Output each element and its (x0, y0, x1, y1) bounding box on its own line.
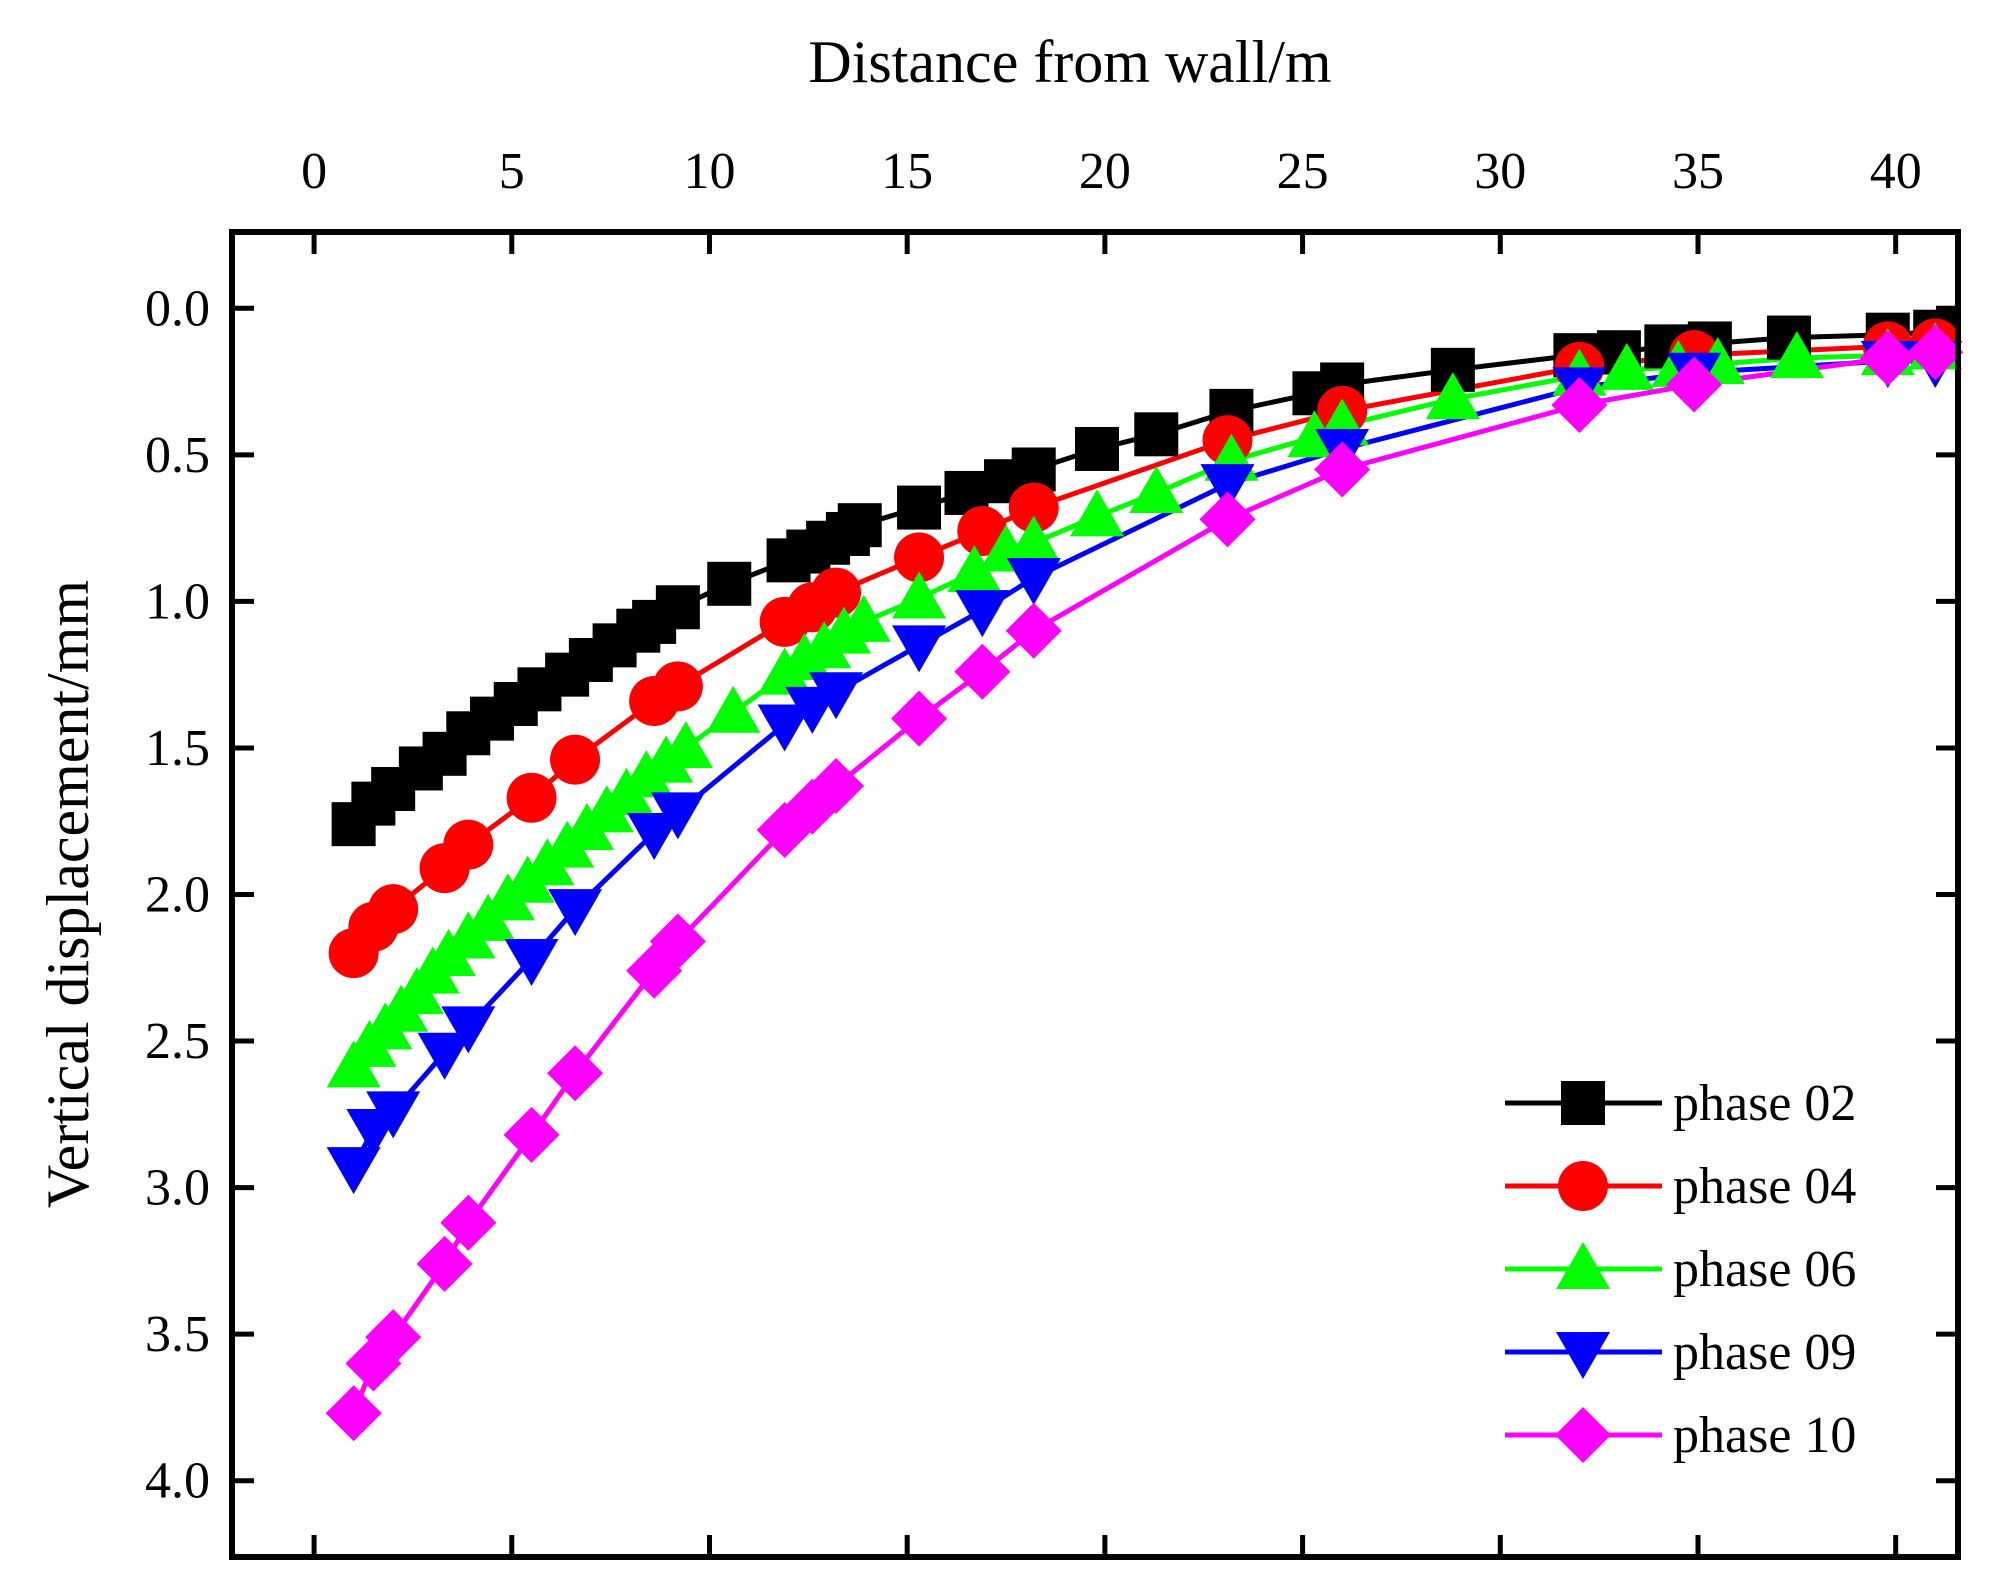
data-point-phase-02 (707, 561, 752, 606)
x-tick-label: 0 (301, 143, 327, 200)
data-point-phase-04 (550, 734, 601, 785)
data-point-phase-09 (650, 792, 705, 840)
data-point-phase-10 (1907, 324, 1964, 381)
legend-label-phase-02: phase 02 (1673, 1075, 1856, 1132)
x-tick-label: 35 (1672, 143, 1724, 200)
data-point-phase-06 (706, 685, 761, 733)
legend: phase 02 phase 04 phase 06 phase 09 phase 10 (1505, 1075, 1856, 1464)
data-point-phase-10 (1859, 330, 1916, 387)
data-point-phase-09 (326, 1147, 381, 1195)
legend-marker-phase-09 (1556, 1332, 1610, 1379)
data-point-phase-09 (417, 1032, 472, 1080)
data-point-phase-04 (811, 567, 862, 618)
x-tick-label: 30 (1474, 143, 1526, 200)
data-point-phase-04 (506, 772, 557, 823)
data-point-phase-04 (368, 884, 419, 935)
y-tick-label: 3.5 (145, 1306, 210, 1363)
data-point-phase-10 (1314, 441, 1371, 498)
data-point-phase-10 (440, 1194, 497, 1251)
y-tick-label: 4.0 (145, 1453, 210, 1510)
legend-label-phase-10: phase 10 (1673, 1407, 1856, 1464)
data-point-phase-10 (1666, 356, 1723, 413)
x-tick-label: 25 (1277, 143, 1329, 200)
x-tick-label: 20 (1079, 143, 1131, 200)
data-point-phase-10 (649, 913, 706, 970)
legend-marker-phase-10 (1555, 1407, 1611, 1463)
y-tick-label: 0.5 (145, 427, 210, 484)
data-point-phase-04 (894, 532, 945, 583)
data-point-phase-06 (1769, 331, 1824, 379)
data-point-phase-09 (809, 672, 864, 720)
data-point-phase-06 (836, 594, 891, 642)
data-point-phase-09 (1006, 557, 1061, 605)
y-tick-label: 2.0 (145, 867, 210, 924)
x-tick-label: 10 (683, 143, 735, 200)
data-point-phase-10 (1199, 491, 1256, 548)
data-point-phase-09 (892, 625, 947, 673)
legend-label-phase-04: phase 04 (1673, 1158, 1856, 1215)
data-point-phase-10 (365, 1309, 422, 1366)
data-point-phase-06 (1425, 372, 1480, 420)
data-point-phase-02 (897, 485, 942, 530)
data-point-phase-09 (627, 812, 682, 860)
data-point-phase-10 (1005, 602, 1062, 659)
legend-label-phase-06: phase 06 (1673, 1241, 1856, 1298)
y-tick-label: 3.0 (145, 1160, 210, 1217)
y-axis-title: Vertical displacement/mm (35, 580, 101, 1208)
y-tick-label: 1.0 (145, 573, 210, 630)
data-point-phase-09 (1200, 464, 1255, 512)
data-point-phase-06 (1129, 465, 1184, 513)
data-point-phase-09 (548, 889, 603, 937)
x-tick-label: 40 (1870, 143, 1922, 200)
legend-marker-phase-04 (1558, 1161, 1608, 1211)
data-point-phase-06 (1006, 515, 1061, 563)
legend-marker-phase-06 (1556, 1242, 1610, 1289)
data-point-phase-10 (891, 690, 948, 747)
y-tick-label: 2.5 (145, 1013, 210, 1070)
y-tick-label: 1.5 (145, 720, 210, 777)
legend-marker-phase-02 (1561, 1081, 1605, 1125)
y-tick-label: 0.0 (145, 280, 210, 337)
series-line-phase-06 (351, 346, 1936, 1069)
data-point-phase-09 (366, 1091, 421, 1139)
data-point-phase-02 (1134, 412, 1179, 457)
data-point-phase-06 (947, 545, 1002, 593)
data-point-phase-10 (547, 1045, 604, 1102)
data-point-phase-09 (504, 938, 559, 986)
y-axis: 0.0 0.5 1.0 1.5 2.0 2.5 3.0 3.5 4.0 (145, 280, 1958, 1510)
x-tick-label: 5 (499, 143, 525, 200)
data-point-phase-10 (503, 1106, 560, 1163)
data-point-phase-10 (954, 643, 1011, 700)
data-point-phase-06 (892, 571, 947, 619)
data-point-phase-02 (1074, 426, 1119, 471)
data-point-phase-06 (1069, 489, 1124, 537)
data-point-phase-06 (658, 720, 713, 768)
x-axis-title: Distance from wall/m (808, 29, 1331, 95)
data-point-phase-09 (757, 704, 812, 752)
data-point-phase-04 (443, 819, 494, 870)
data-point-phase-02 (655, 585, 700, 630)
data-point-phase-04 (957, 506, 1008, 557)
data-point-phase-09 (955, 590, 1010, 638)
data-point-phase-10 (1551, 377, 1608, 434)
data-point-phase-09 (441, 1006, 496, 1054)
x-tick-label: 15 (881, 143, 933, 200)
data-point-phase-06 (1599, 342, 1654, 390)
x-axis: 0 5 10 15 20 25 30 35 40 (301, 143, 1922, 1557)
data-point-phase-10 (416, 1235, 473, 1292)
data-point-phase-02 (837, 503, 882, 548)
series-markers (325, 309, 1964, 1442)
legend-label-phase-09: phase 09 (1673, 1324, 1856, 1381)
data-point-phase-10 (808, 758, 865, 815)
data-point-phase-04 (1008, 482, 1059, 533)
data-point-phase-04 (652, 661, 703, 712)
data-point-phase-10 (325, 1385, 382, 1442)
